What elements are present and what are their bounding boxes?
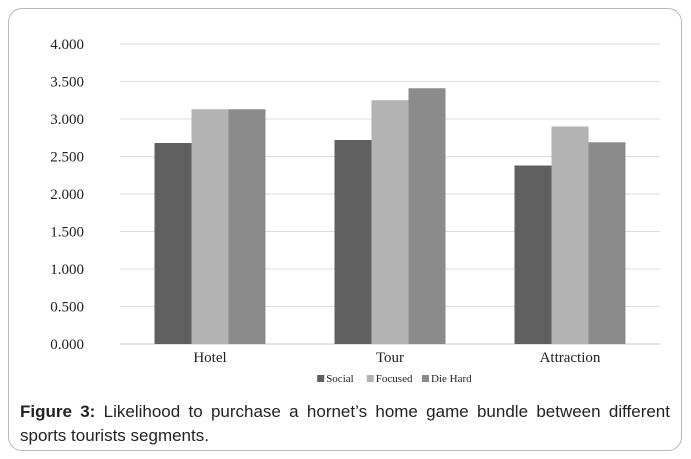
bar-focused-attraction <box>551 126 589 344</box>
bar-die-hard-attraction <box>588 142 626 344</box>
bar-die-hard-hotel <box>228 109 266 344</box>
y-tick-label: 0.000 <box>50 337 84 353</box>
bar-focused-hotel <box>191 109 229 344</box>
bar-social-hotel <box>154 143 192 344</box>
legend-swatch <box>366 375 374 382</box>
y-tick-label: 1.500 <box>50 225 84 241</box>
legend-label: Die Hard <box>431 373 472 385</box>
y-tick-label: 3.500 <box>50 75 84 91</box>
caption-text: Likelihood to purchase a hornet’s home g… <box>20 402 670 445</box>
legend-swatch <box>317 375 325 382</box>
y-tick-label: 1.000 <box>50 262 84 278</box>
bar-chart: 0.000 0.500 1.000 1.500 2.000 2.500 3.000 3.500… <box>50 37 660 385</box>
legend-label: Social <box>326 373 354 385</box>
figure-caption: Figure 3: Likelihood to purchase a horne… <box>20 400 670 448</box>
bar-social-tour <box>334 140 372 344</box>
y-tick-label: 2.000 <box>50 187 84 203</box>
caption-label: Figure 3: <box>20 402 96 421</box>
bar-die-hard-tour <box>408 88 446 344</box>
legend-swatch <box>422 375 429 382</box>
y-tick-label: 0.500 <box>50 300 84 316</box>
y-tick-label: 4.000 <box>50 37 84 53</box>
x-tick-label: Hotel <box>193 350 226 366</box>
x-tick-label: Tour <box>376 350 404 366</box>
y-tick-label: 2.500 <box>50 150 84 166</box>
x-tick-label: Attraction <box>540 350 601 366</box>
y-tick-label: 3.000 <box>50 112 84 128</box>
bar-social-attraction <box>514 165 552 344</box>
legend-label: Focused <box>376 373 413 385</box>
bar-focused-tour <box>371 100 409 344</box>
